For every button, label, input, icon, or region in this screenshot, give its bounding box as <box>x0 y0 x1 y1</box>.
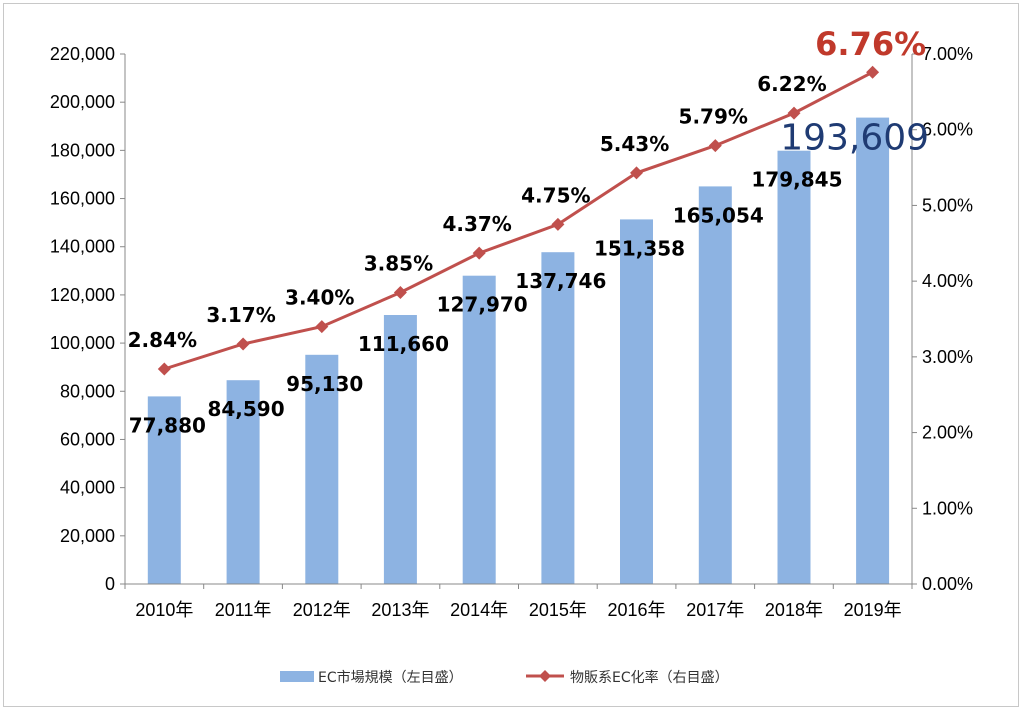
x-tick-label-4: 2014年 <box>450 600 508 620</box>
y-right-tick-label-5: 5.00% <box>922 195 973 215</box>
bar-6 <box>620 219 653 584</box>
axes-layer: 0 20,000 40,000 60,000 80,000 100,000 120,000 1… <box>50 44 973 620</box>
rate-label-6: 5.43% <box>600 132 669 156</box>
rate-label-1: 3.17% <box>206 303 275 327</box>
y-left-tick-label-7: 140,000 <box>50 237 115 257</box>
x-tick-label-2: 2012年 <box>293 600 351 620</box>
y-left-tick-label-10: 200,000 <box>50 92 115 112</box>
bar-8 <box>777 150 811 584</box>
rate-point-5 <box>551 217 565 231</box>
y-right-tick-label-6: 6.00% <box>922 120 973 140</box>
x-tick-label-7: 2017年 <box>686 600 744 620</box>
x-tick-label-6: 2016年 <box>608 600 666 620</box>
legend-bar-swatch <box>280 671 314 682</box>
rate-point-6 <box>630 166 643 180</box>
bar-label-8: 179,845 <box>751 168 842 192</box>
y-left-tick-label-4: 80,000 <box>60 381 115 401</box>
y-right-tick-label-3: 3.00% <box>922 347 973 367</box>
y-right-tick-label-4: 4.00% <box>922 271 973 291</box>
bar-3 <box>383 315 417 584</box>
bar-label-2: 95,130 <box>286 372 363 396</box>
rate-label-8: 6.22% <box>757 72 826 96</box>
rate-line <box>163 70 874 371</box>
y-left-tick-label-6: 120,000 <box>50 285 115 305</box>
bar-label-0: 77,880 <box>129 413 206 437</box>
x-tick-label-1: 2011年 <box>215 600 272 620</box>
y-left-tick-label-8: 160,000 <box>50 189 115 209</box>
y-right-tick-label-0: 0.00% <box>922 574 973 594</box>
labels-layer: 2.84% 3.17% 3.40% 3.85% 4.37% 4.75% 5.43% 5.79%… <box>128 25 929 437</box>
y-right-tick-label-7: 7.00% <box>922 44 973 64</box>
y-right-tick-label-1: 1.00% <box>922 498 973 518</box>
rate-label-4: 4.37% <box>442 212 511 236</box>
y-left-tick-label-5: 100,000 <box>50 333 115 353</box>
rate-label-9: 6.76% <box>815 25 926 63</box>
rate-label-2: 3.40% <box>285 286 354 310</box>
bar-label-4: 127,970 <box>437 293 528 317</box>
rate-point-2 <box>315 320 329 334</box>
legend-line-label: 物販系EC化率（右目盛） <box>570 669 729 686</box>
y-right-tick-label-2: 2.00% <box>922 423 973 443</box>
y-left-tick-label-9: 180,000 <box>50 140 115 160</box>
rate-point-9 <box>866 65 880 79</box>
x-tick-label-8: 2018年 <box>765 600 823 620</box>
rate-point-3 <box>393 286 407 299</box>
y-left-tick-label-2: 40,000 <box>60 478 115 498</box>
x-tick-label-0: 2010年 <box>135 600 193 620</box>
bar-2 <box>305 354 339 584</box>
bar-label-5: 137,746 <box>515 269 606 293</box>
bar-label-1: 84,590 <box>207 397 284 421</box>
rate-point-1 <box>236 337 250 351</box>
bar-label-6: 151,358 <box>594 236 685 260</box>
legend-bar-label: EC市場規模（左目盛） <box>318 669 463 686</box>
bar-7 <box>698 186 732 584</box>
bar-9 <box>856 117 890 584</box>
legend: EC市場規模（左目盛） 物販系EC化率（右目盛） <box>280 669 729 686</box>
rate-point-8 <box>787 106 801 120</box>
bar-label-7: 165,054 <box>673 203 764 227</box>
y-left-tick-label-1: 20,000 <box>60 526 115 546</box>
x-tick-label-5: 2015年 <box>529 600 587 620</box>
bar-1 <box>226 380 260 584</box>
combo-chart: 0 20,000 40,000 60,000 80,000 100,000 120,000 1… <box>50 25 973 686</box>
bar-0 <box>147 396 181 584</box>
chart-frame: 0 20,000 40,000 60,000 80,000 100,000 120,000 1… <box>3 3 1019 707</box>
bar-label-3: 111,660 <box>358 332 449 356</box>
line-layer <box>157 65 880 376</box>
rate-label-7: 5.79% <box>679 105 748 129</box>
legend-line-marker <box>539 670 551 682</box>
x-tick-label-9: 2019年 <box>844 600 902 620</box>
rate-label-0: 2.84% <box>128 328 197 352</box>
y-left-tick-label-0: 0 <box>105 574 115 594</box>
rate-label-3: 3.85% <box>364 252 433 276</box>
bars-layer <box>147 117 890 584</box>
bar-4 <box>462 275 496 584</box>
rate-point-4 <box>472 246 486 260</box>
x-tick-label-3: 2013年 <box>371 600 429 620</box>
bar-5 <box>541 252 575 584</box>
y-left-tick-label-11: 220,000 <box>50 44 115 64</box>
rate-label-5: 4.75% <box>521 183 590 207</box>
y-left-tick-label-3: 60,000 <box>60 429 115 449</box>
bar-label-9: 193,609 <box>780 118 929 159</box>
rate-point-0 <box>157 362 171 376</box>
rate-point-7 <box>708 139 722 153</box>
